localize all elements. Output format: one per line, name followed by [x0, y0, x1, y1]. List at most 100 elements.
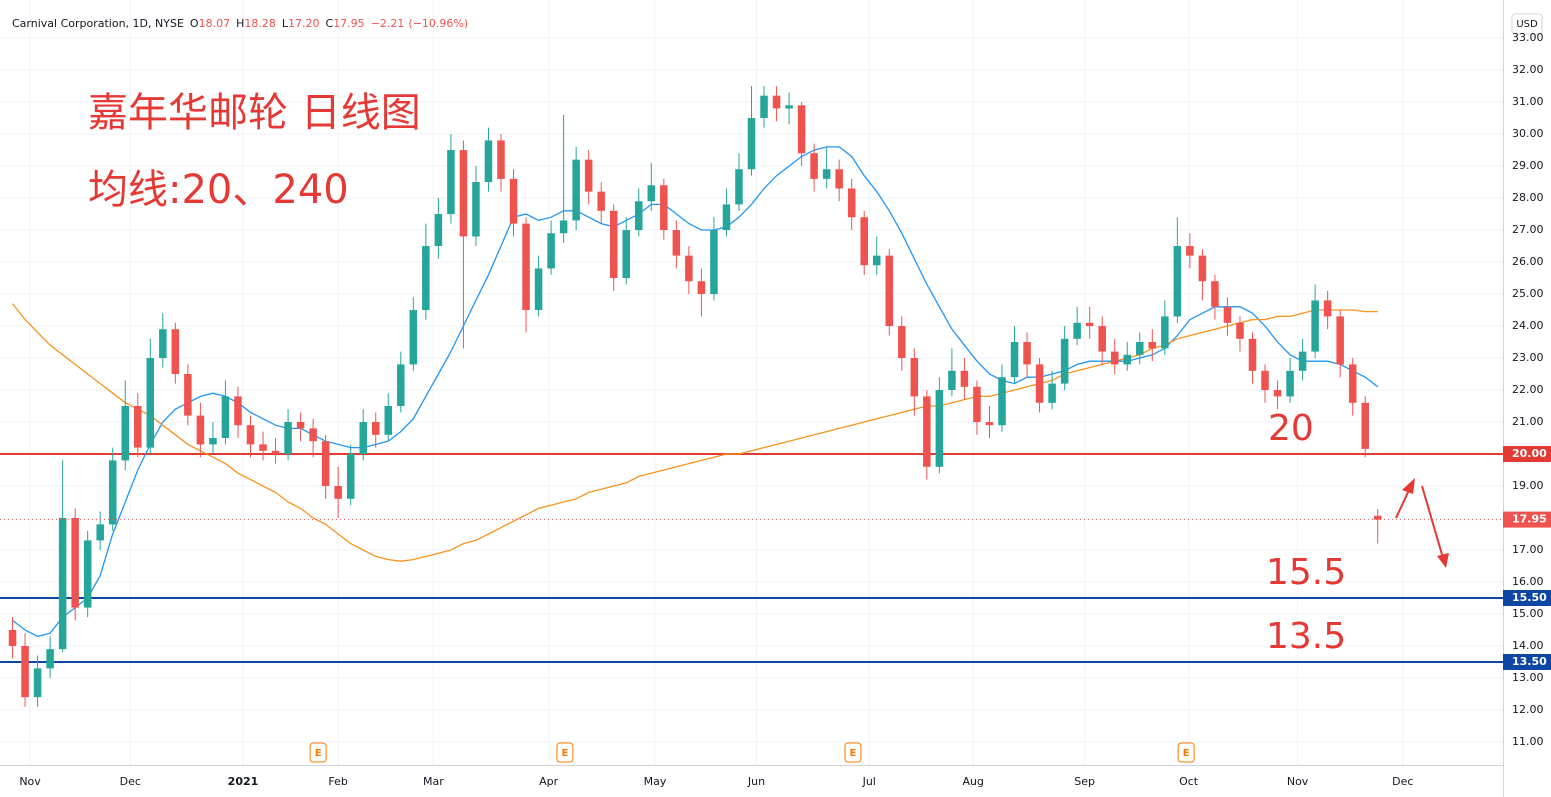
candle-body — [1035, 364, 1044, 403]
candle-body — [1048, 383, 1056, 403]
x-tick-label: Nov — [19, 775, 41, 788]
candle-body — [1186, 246, 1194, 256]
level-annotation: 15.5 — [1266, 552, 1346, 593]
candle-body — [384, 406, 393, 435]
candle-body — [597, 191, 605, 211]
candle-body — [622, 230, 631, 279]
y-tick-label: 30.00 — [1512, 127, 1544, 140]
y-tick-label: 31.00 — [1512, 95, 1544, 108]
last-price-box — [1503, 511, 1551, 528]
candle-body — [121, 406, 130, 461]
candle-body — [1110, 351, 1119, 365]
candle-body — [635, 201, 643, 231]
candle-body — [835, 169, 843, 189]
legend: Carnival Corporation, 1D, NYSE O18.07 H18.… — [12, 17, 468, 30]
candle-body — [1311, 300, 1319, 352]
candle-body — [434, 214, 443, 247]
candle-body — [234, 396, 242, 426]
y-tick-label: 33.00 — [1512, 31, 1544, 44]
arrow-head — [1437, 553, 1449, 568]
ohlc-key: O — [190, 17, 199, 30]
candle-body — [685, 255, 693, 282]
candle-body — [472, 182, 480, 237]
ohlc-value: 18.28 — [244, 17, 276, 30]
earnings-label: E — [850, 748, 857, 759]
candle-body — [1273, 390, 1282, 397]
candle-body — [572, 159, 580, 221]
candle-body — [484, 140, 493, 183]
y-tick-label: 32.00 — [1512, 63, 1544, 76]
candle-body — [459, 150, 468, 237]
candle-body — [159, 329, 167, 359]
candle-body — [497, 140, 505, 179]
candle-body — [1123, 354, 1132, 365]
candle-body — [184, 374, 192, 416]
earnings-label: E — [315, 748, 322, 759]
ohlc-value: 18.07 — [199, 17, 231, 30]
candle-body — [647, 185, 656, 202]
last-price-label: 17.95 — [1512, 513, 1547, 526]
candle-body — [246, 425, 255, 445]
candle-body — [1348, 364, 1357, 403]
candle-body — [998, 377, 1006, 426]
candle-body — [935, 390, 944, 467]
candle-body — [371, 422, 380, 435]
candle-body — [1361, 402, 1369, 449]
level-box — [1503, 446, 1551, 463]
y-tick-label: 25.00 — [1512, 287, 1544, 300]
x-tick-label: Sep — [1074, 775, 1095, 788]
candle-body — [522, 223, 530, 311]
ohlc-key: L — [282, 17, 289, 30]
candle-body — [534, 268, 543, 311]
candle-body — [309, 428, 317, 442]
ohlc-key: C — [326, 17, 334, 30]
plot — [0, 86, 1503, 707]
candle-body — [547, 233, 555, 269]
candle-body — [847, 188, 856, 218]
arrow-up — [1395, 487, 1411, 519]
candle-body — [772, 95, 781, 109]
level-annotation: 20 — [1268, 408, 1314, 449]
ohlc-key: H — [236, 17, 244, 30]
candle-body — [1223, 306, 1232, 323]
currency: USD — [1516, 19, 1538, 30]
candle-body — [948, 370, 956, 391]
candle-body — [960, 370, 969, 387]
candle-body — [321, 441, 330, 487]
change: −2.21 — [371, 17, 405, 30]
candle-body — [872, 255, 881, 266]
candle-body — [284, 422, 292, 455]
candle-body — [71, 517, 79, 608]
candle-body — [1060, 338, 1069, 384]
x-tick-label: Dec — [1392, 775, 1413, 788]
y-tick-label: 14.00 — [1512, 639, 1544, 652]
change-pct: (−10.96%) — [408, 17, 468, 30]
arrows — [1395, 478, 1449, 568]
candle-body — [83, 540, 92, 608]
candle-body — [397, 364, 405, 407]
y-tick-label: 22.00 — [1512, 383, 1544, 396]
candle-body — [1148, 342, 1157, 349]
level-annotation: 13.5 — [1266, 616, 1346, 657]
candle-body — [1136, 342, 1144, 355]
y-tick-label: 17.00 — [1512, 543, 1544, 556]
x-tick-label: Mar — [423, 775, 444, 788]
candle-body — [46, 649, 54, 669]
candle-body — [1286, 370, 1294, 397]
candle-body — [735, 169, 743, 205]
candle-body — [885, 255, 894, 327]
candle-body — [1336, 316, 1344, 365]
y-tick-label: 12.00 — [1512, 703, 1544, 716]
candle-body — [797, 105, 806, 154]
candle-body — [96, 524, 104, 541]
candle-body — [1173, 246, 1182, 317]
y-tick-label: 11.00 — [1512, 735, 1544, 748]
candle-body — [1323, 300, 1332, 317]
candle-body — [259, 444, 267, 451]
candle-body — [209, 438, 217, 445]
candle-body — [1261, 370, 1269, 391]
level-label: 20.00 — [1512, 447, 1547, 460]
earnings-marker — [844, 742, 862, 763]
